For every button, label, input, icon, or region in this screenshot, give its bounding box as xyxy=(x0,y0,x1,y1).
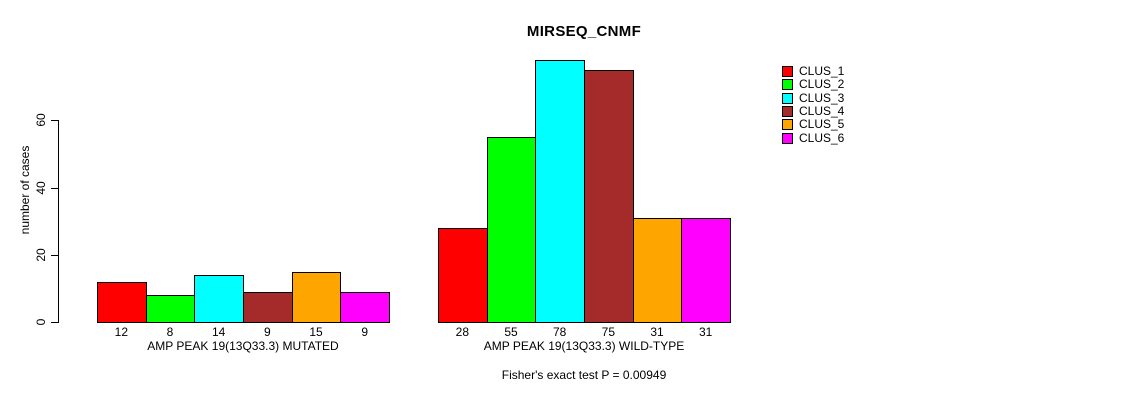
bar-clus_3 xyxy=(535,59,585,323)
legend-swatch-icon xyxy=(782,79,793,91)
legend-swatch-icon xyxy=(782,92,793,104)
legend-swatch-icon xyxy=(782,66,793,78)
bar-value-label: 78 xyxy=(552,325,567,339)
bar-clus_5 xyxy=(291,271,342,323)
bar-value-label: 9 xyxy=(264,325,271,339)
legend-item: CLUS_4 xyxy=(782,105,844,118)
y-axis-line xyxy=(58,120,59,323)
bar-value-label: 75 xyxy=(601,325,616,339)
legend-item: CLUS_2 xyxy=(782,78,844,91)
bar-value-label: 31 xyxy=(650,325,664,339)
legend-item-label: CLUS_3 xyxy=(799,90,845,105)
y-axis-tick-label: 40 xyxy=(34,180,48,195)
legend-swatch-icon xyxy=(782,132,793,144)
legend-item-label: CLUS_4 xyxy=(799,104,845,119)
y-axis-tick xyxy=(51,187,59,189)
group-x-label: AMP PEAK 19(13Q33.3) MUTATED xyxy=(147,339,339,353)
bar-value-label: 14 xyxy=(211,325,226,339)
bar-clus_4 xyxy=(243,291,293,323)
legend: CLUS_1 CLUS_2 CLUS_3 CLUS_4 CLUS_5 CLUS_6 xyxy=(782,65,844,145)
bar-value-label: 28 xyxy=(455,325,469,339)
chart-title: MIRSEQ_CNMF xyxy=(526,23,642,40)
bar-clus_2 xyxy=(486,137,537,323)
bar-clus_2 xyxy=(145,295,196,323)
legend-item: CLUS_5 xyxy=(782,118,844,131)
y-axis-tick-label: 60 xyxy=(34,113,48,128)
legend-item-label: CLUS_1 xyxy=(799,64,845,79)
y-axis-tick xyxy=(51,254,59,256)
y-axis-tick-label: 0 xyxy=(34,318,48,326)
bar-clus_4 xyxy=(584,70,634,323)
bar-value-label: 12 xyxy=(114,325,128,339)
legend-item-label: CLUS_5 xyxy=(799,117,845,132)
bar-clus_1 xyxy=(97,281,147,323)
legend-swatch-icon xyxy=(782,119,793,131)
bar-clus_3 xyxy=(194,274,244,323)
bar-value-label: 15 xyxy=(309,325,323,339)
group-x-label: AMP PEAK 19(13Q33.3) WILD-TYPE xyxy=(483,339,685,353)
y-axis-tick-label: 20 xyxy=(34,248,48,262)
footer-annotation: Fisher's exact test P = 0.00949 xyxy=(501,368,667,382)
y-axis-tick xyxy=(51,120,59,122)
bar-value-label: 31 xyxy=(698,325,713,339)
legend-item: CLUS_6 xyxy=(782,130,845,145)
bar-value-label: 9 xyxy=(361,325,369,339)
legend-item-label: CLUS_6 xyxy=(799,130,845,145)
legend-item-label: CLUS_2 xyxy=(799,77,845,92)
y-axis-tick xyxy=(51,322,59,323)
bar-clus_5 xyxy=(632,217,683,323)
legend-item: CLUS_1 xyxy=(782,65,844,78)
legend-swatch-icon xyxy=(782,106,793,118)
legend-item: CLUS_3 xyxy=(782,90,845,105)
bar-clus_6 xyxy=(340,291,390,323)
bar-value-label: 8 xyxy=(166,325,174,339)
y-axis-label: number of cases xyxy=(18,145,32,235)
bar-value-label: 55 xyxy=(504,325,518,339)
bar-clus_1 xyxy=(438,227,488,323)
bar-clus_6 xyxy=(681,217,731,323)
